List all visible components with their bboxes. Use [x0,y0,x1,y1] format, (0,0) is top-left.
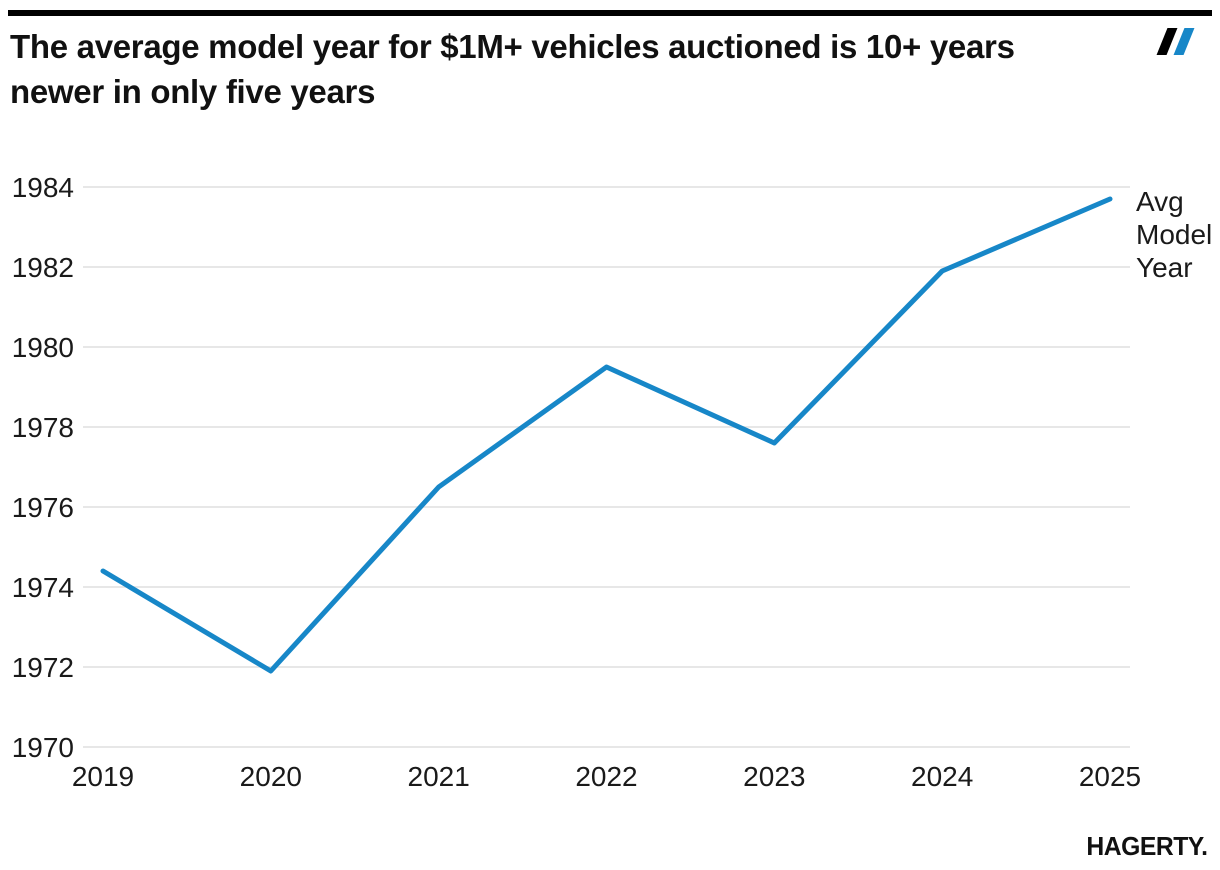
y-tick-1970: 1970 [12,732,74,763]
series-label-line-1: Avg [1136,186,1184,217]
x-tick-2024: 2024 [911,761,973,792]
x-tick-2021: 2021 [408,761,470,792]
x-tick-2025: 2025 [1079,761,1141,792]
hagerty-logo: HAGERTY. [1085,831,1208,861]
series-label-line-3: Year [1136,252,1193,283]
x-tick-2020: 2020 [240,761,302,792]
x-tick-2022: 2022 [575,761,637,792]
x-tick-2023: 2023 [743,761,805,792]
chart-title-line1: The average model year for $1M+ vehicles… [10,28,1015,65]
y-tick-1976: 1976 [12,492,74,523]
y-tick-1972: 1972 [12,652,74,683]
chart-title: The average model year for $1M+ vehicles… [10,24,1150,114]
y-tick-1980: 1980 [12,332,74,363]
y-tick-1984: 1984 [12,172,74,203]
avg-model-year-line [100,196,1113,674]
top-rule [8,10,1212,16]
x-tick-2019: 2019 [72,761,134,792]
series-label-line-2: Model [1136,219,1212,250]
y-tick-1978: 1978 [12,412,74,443]
chart-title-line2: newer in only five years [10,73,376,110]
y-tick-1982: 1982 [12,252,74,283]
y-tick-1974: 1974 [12,572,74,603]
